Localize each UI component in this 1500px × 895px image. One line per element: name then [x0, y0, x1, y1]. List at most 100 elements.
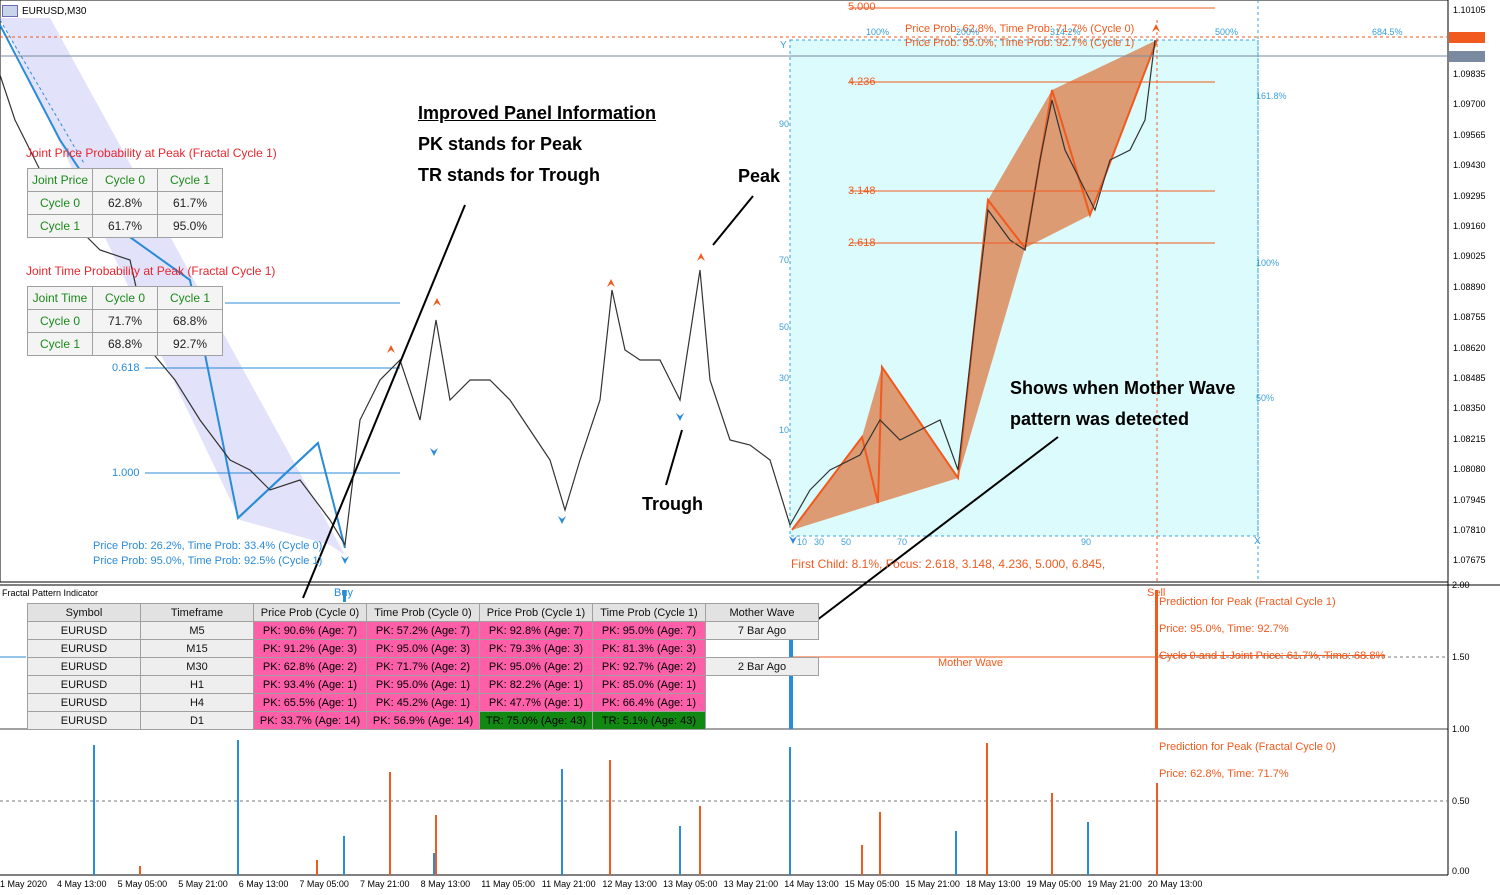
table-cell	[706, 676, 819, 694]
histogram-bar	[609, 760, 611, 875]
joint-time-title: Joint Time Probability at Peak (Fractal …	[26, 264, 276, 278]
sell-label: Sell	[1147, 587, 1166, 599]
trough-arrow-icon	[789, 536, 797, 544]
histogram-bar	[861, 845, 863, 875]
col-time-c1: Time Prob (Cycle 1)	[592, 603, 706, 622]
joint-price-title: Joint Price Probability at Peak (Fractal…	[26, 146, 277, 160]
jt-row0-label: Cycle 0	[27, 309, 93, 333]
time-tick: 4 May 13:00	[57, 879, 107, 889]
pct-684-top: 684.5%	[1372, 27, 1403, 37]
histogram-bar	[679, 826, 681, 875]
callout-peak: Peak	[738, 166, 781, 186]
table-cell: EURUSD	[27, 675, 141, 694]
time-tick: 8 May 13:00	[420, 879, 471, 889]
price-series	[0, 39, 1156, 547]
table-cell	[706, 640, 819, 658]
zone-y-70: 70	[779, 255, 790, 265]
jt-header-1: Cycle 0	[92, 286, 158, 310]
table-cell: EURUSD	[27, 693, 141, 712]
table-cell: PK: 45.2% (Age: 1)	[366, 693, 480, 712]
pred1-line2: Cycle 0 and 1 Joint Price: 61.7%, Time: …	[1159, 650, 1386, 662]
ind-axis-050: 0.50	[1452, 796, 1470, 806]
table-cell[interactable]: 7 Bar Ago	[705, 621, 819, 640]
time-tick: 7 May 05:00	[299, 879, 349, 889]
histogram-bar	[316, 860, 318, 875]
table-cell	[706, 694, 819, 712]
pct-500-top: 500%	[1215, 27, 1239, 37]
table-cell: PK: 92.8% (Age: 7)	[479, 621, 593, 640]
histogram-bar	[1087, 822, 1089, 875]
table-row: EURUSD M5 PK: 90.6% (Age: 7) PK: 57.2% (Age…	[27, 621, 819, 640]
price-tick: 1.10105	[1453, 5, 1486, 15]
col-price-c0: Price Prob (Cycle 0)	[253, 603, 367, 622]
table-cell: H1	[140, 675, 254, 694]
callout-trough: Trough	[642, 494, 703, 514]
level-3148: 3.148	[848, 185, 876, 197]
table-cell: EURUSD	[27, 639, 141, 658]
time-tick: 11 May 05:00	[481, 879, 536, 889]
table-cell[interactable]: 2 Bar Ago	[705, 657, 819, 676]
price-tick: 1.08890	[1453, 281, 1486, 292]
peak-arrow-icon	[387, 345, 395, 353]
table-cell: PK: 62.8% (Age: 2)	[253, 657, 367, 676]
peak-arrow-icon	[697, 253, 705, 261]
trough-arrow-icon	[676, 413, 684, 421]
joint-time-table: Joint Time Cycle 0 Cycle 1 Cycle 0 71.7%…	[27, 286, 223, 356]
price-tick: 1.09835	[1453, 69, 1486, 79]
histogram-bar	[986, 743, 988, 875]
callout-improved-title: Improved Panel Information	[418, 103, 657, 123]
callout-pk: PK stands for Peak	[418, 134, 583, 154]
price-tick: 1.08755	[1453, 312, 1486, 323]
zone-y-label: Y	[780, 40, 787, 51]
price-tick: 1.09565	[1453, 129, 1486, 140]
pred0-title: Prediction for Peak (Fractal Cycle 0)	[1159, 741, 1336, 753]
table-cell: PK: 95.0% (Age: 2)	[479, 657, 593, 676]
time-tick: 15 May 05:00	[844, 879, 900, 889]
bid-price-tag	[1449, 51, 1485, 62]
time-tick: 12 May 13:00	[602, 879, 657, 889]
table-cell: EURUSD	[27, 621, 141, 640]
table-cell: PK: 56.9% (Age: 14)	[366, 711, 480, 730]
jp-row1-c1: 95.0%	[157, 214, 223, 238]
jt-row1-label: Cycle 1	[27, 332, 93, 356]
peak-arrow-icon	[1152, 24, 1160, 32]
table-row: EURUSD H1 PK: 93.4% (Age: 1) PK: 95.0% (Age…	[27, 675, 819, 694]
col-timeframe: Timeframe	[140, 603, 254, 622]
price-tick: 1.09025	[1453, 251, 1486, 262]
pct-100-right: 100%	[1256, 258, 1280, 268]
col-price-c1: Price Prob (Cycle 1)	[479, 603, 593, 622]
chart-window-icon	[2, 5, 18, 17]
jp-row0-c0: 62.8%	[92, 191, 158, 215]
fib-0618-label: 0.618	[112, 362, 140, 374]
jp-row0-c1: 61.7%	[157, 191, 223, 215]
price-tick: 1.07945	[1453, 494, 1486, 505]
jp-row0-label: Cycle 0	[27, 191, 93, 215]
zone-x-50: 50	[841, 537, 852, 547]
table-cell: M5	[140, 621, 254, 640]
table-row: EURUSD M15 PK: 91.2% (Age: 3) PK: 95.0% (Ag…	[27, 639, 819, 658]
peak-arrow-icon	[433, 298, 441, 306]
table-cell: PK: 65.5% (Age: 1)	[253, 693, 367, 712]
joint-price-table: Joint Price Cycle 0 Cycle 1 Cycle 0 62.8…	[27, 168, 223, 238]
histogram-bar	[879, 812, 881, 875]
histogram-bar	[955, 831, 957, 875]
time-tick: 6 May 13:00	[238, 879, 289, 889]
upper-prob-2: Price Prob: 95.0%, Time Prob: 92.7% (Cyc…	[905, 37, 1135, 49]
table-cell: PK: 95.0% (Age: 1)	[366, 675, 480, 694]
table-cell: PK: 57.2% (Age: 7)	[366, 621, 480, 640]
histogram-bar	[561, 769, 563, 875]
table-cell: TR: 75.0% (Age: 43)	[479, 711, 593, 730]
time-tick: 7 May 21:00	[360, 879, 410, 889]
jt-row1-c0: 68.8%	[92, 332, 158, 356]
table-cell: PK: 82.2% (Age: 1)	[479, 675, 593, 694]
jp-row1-c0: 61.7%	[92, 214, 158, 238]
chart-symbol-title: EURUSD,M30	[22, 5, 87, 17]
jt-row0-c1: 68.8%	[157, 309, 223, 333]
trough-arrow-icon	[341, 556, 349, 564]
pct-1618-right: 161.8%	[1256, 91, 1287, 101]
jp-header-0: Joint Price	[27, 168, 93, 192]
table-cell: PK: 91.2% (Age: 3)	[253, 639, 367, 658]
level-2618: 2.618	[848, 237, 876, 249]
first-child-label: First Child: 8.1%, Focus: 2.618, 3.148, …	[791, 557, 1106, 571]
